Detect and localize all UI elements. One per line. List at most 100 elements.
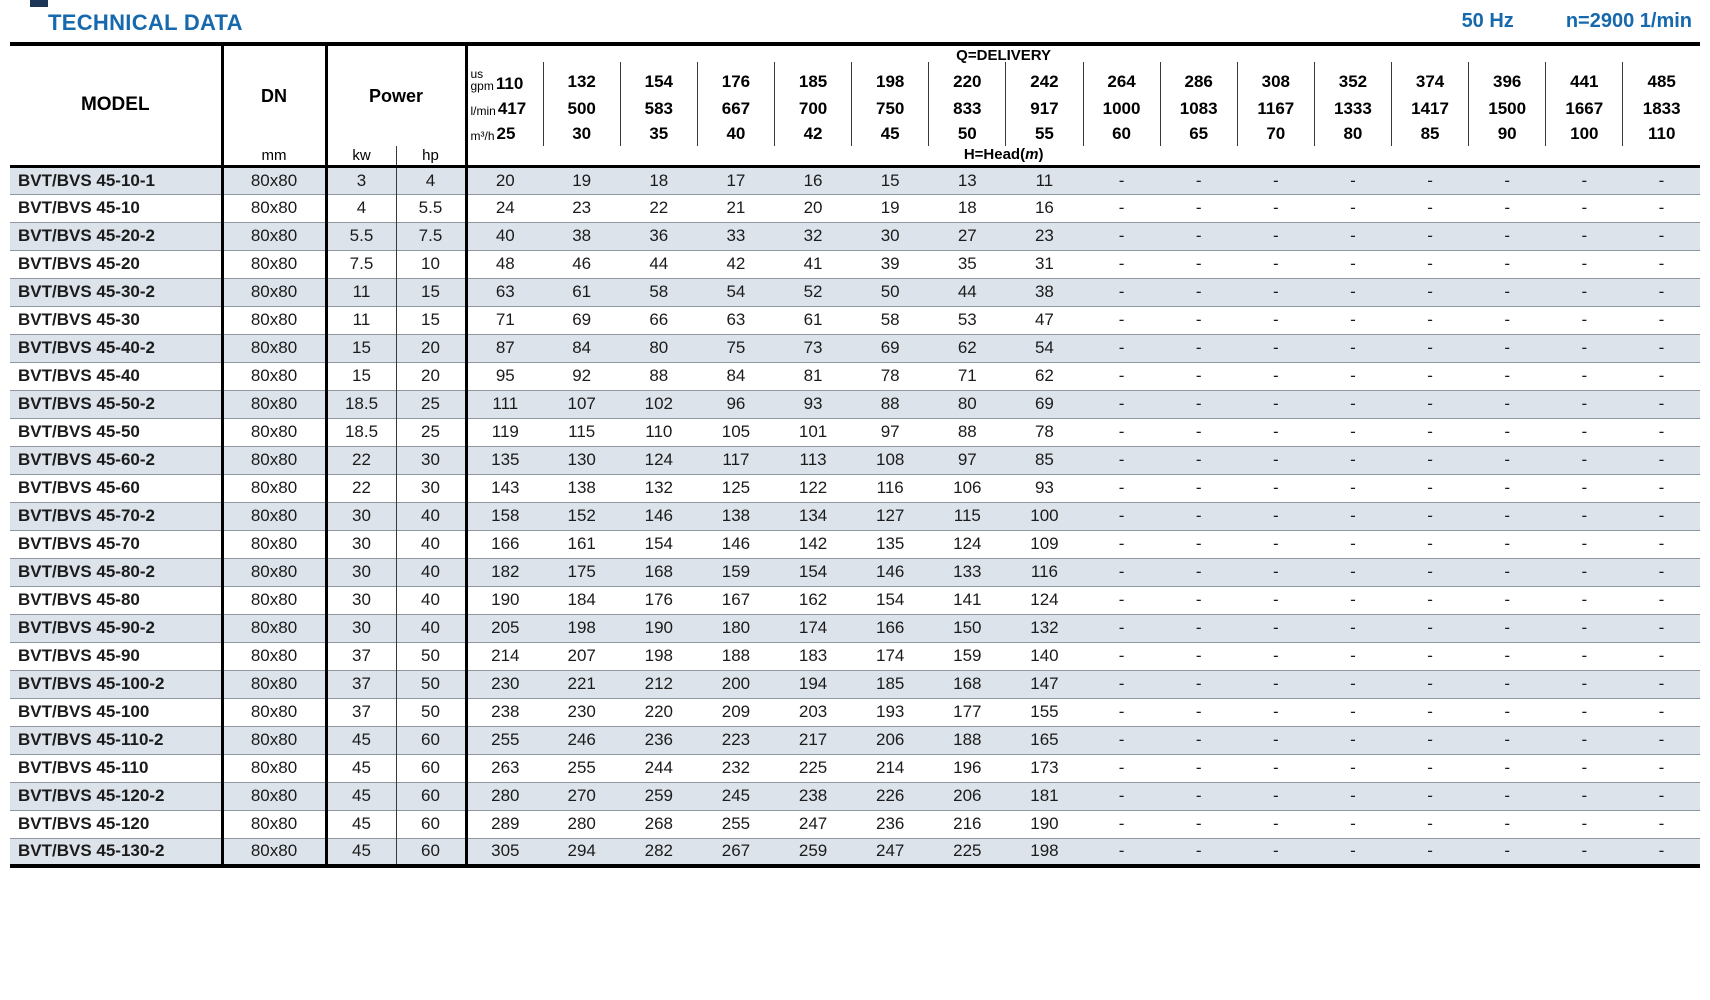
head-value-cell: - [1468, 473, 1546, 502]
flow-header-cell: 42 [773, 121, 852, 146]
flow-header-cell: 40 [696, 121, 775, 146]
head-value-cell: - [1622, 473, 1700, 502]
head-value-cell: 133 [928, 557, 1006, 586]
head-value-cell: 142 [774, 529, 852, 558]
head-value-cell: 132 [1005, 613, 1083, 642]
head-value-cell: - [1160, 165, 1238, 194]
head-value-cell: - [1160, 445, 1238, 474]
head-value-cell: 238 [464, 697, 544, 726]
head-value-cell: 280 [543, 809, 621, 838]
head-value-cell: 48 [464, 249, 544, 278]
head-value-cell: 19 [851, 193, 929, 222]
head-value-cell: 16 [1005, 193, 1083, 222]
head-value-cell: 81 [774, 361, 852, 390]
head-value-cell: 190 [1005, 809, 1083, 838]
flow-header-cell: 264 [1082, 62, 1161, 96]
head-value-cell: - [1314, 781, 1392, 810]
model-cell: BVT/BVS 45-90-2 [10, 613, 222, 642]
head-value-cell: - [1083, 389, 1161, 418]
table-row: BVT/BVS 45-120-2 80x80 45 60 280 270 259 245 238… [10, 781, 1700, 810]
table-row: BVT/BVS 45-110 80x80 45 60 263 255 244 232 225 21… [10, 753, 1700, 782]
head-value-cell: 44 [928, 277, 1006, 306]
head-value-cell: - [1622, 585, 1700, 614]
head-value-cell: - [1622, 725, 1700, 754]
head-value-cell: 223 [697, 725, 775, 754]
head-value-cell: 130 [543, 445, 621, 474]
head-value-cell: - [1237, 585, 1315, 614]
head-value-cell: - [1391, 249, 1469, 278]
head-value-cell: 305 [464, 837, 544, 866]
table-header: MODEL DN Power Q=DELIVERY us gpm 110 132 154… [10, 44, 1700, 168]
power-kw-cell: 15 [324, 333, 396, 362]
head-value-cell: - [1468, 613, 1546, 642]
head-value-cell: - [1314, 305, 1392, 334]
head-value-cell: 80 [620, 333, 698, 362]
dn-cell: 80x80 [220, 809, 326, 838]
head-value-cell: 111 [464, 389, 544, 418]
head-value-cell: 52 [774, 277, 852, 306]
head-value-cell: 108 [851, 445, 929, 474]
head-value-cell: 135 [851, 529, 929, 558]
head-value-cell: 27 [928, 221, 1006, 250]
head-value-cell: - [1391, 641, 1469, 670]
head-value-cell: - [1468, 389, 1546, 418]
head-value-cell: 116 [1005, 557, 1083, 586]
head-value-cell: - [1083, 249, 1161, 278]
speed-label: n=2900 1/min [1565, 10, 1692, 32]
power-kw-cell: 4 [324, 193, 396, 222]
head-value-cell: - [1083, 837, 1161, 866]
page-header: TECHNICAL DATA 50 Hz n=2900 1/min [0, 0, 1710, 42]
head-value-cell: 230 [464, 669, 544, 698]
head-value-cell: 31 [1005, 249, 1083, 278]
head-value-cell: 107 [543, 389, 621, 418]
head-value-cell: 280 [464, 781, 544, 810]
head-value-cell: - [1314, 221, 1392, 250]
head-value-cell: 93 [774, 389, 852, 418]
head-value-cell: 138 [697, 501, 775, 530]
dn-cell: 80x80 [220, 333, 326, 362]
head-value-cell: - [1545, 165, 1623, 194]
power-hp-cell: 30 [395, 445, 466, 474]
dn-cell: 80x80 [220, 473, 326, 502]
head-value-cell: 96 [697, 389, 775, 418]
head-value-cell: - [1468, 249, 1546, 278]
head-value-cell: 23 [1005, 221, 1083, 250]
head-value-cell: 119 [464, 417, 544, 446]
head-value-cell: 207 [543, 641, 621, 670]
head-value-cell: - [1622, 305, 1700, 334]
model-cell: BVT/BVS 45-80-2 [10, 557, 222, 586]
head-value-cell: 203 [774, 697, 852, 726]
flow-unit-label: l/min [470, 104, 496, 118]
flow-header-cell: 1417 [1390, 96, 1469, 121]
power-kw-cell: 30 [324, 501, 396, 530]
power-hp-cell: 15 [395, 277, 466, 306]
power-hp-cell: 60 [395, 781, 466, 810]
flow-header-cell: 70 [1236, 121, 1315, 146]
head-value-cell: 138 [543, 473, 621, 502]
head-value-cell: 190 [464, 585, 544, 614]
head-value-cell: - [1391, 473, 1469, 502]
head-value-cell: 62 [1005, 361, 1083, 390]
head-value-cell: - [1391, 501, 1469, 530]
head-value-cell: 30 [851, 221, 929, 250]
head-value-cell: 13 [928, 165, 1006, 194]
head-value-cell: 165 [1005, 725, 1083, 754]
flow-header-cell: 583 [619, 96, 698, 121]
head-value-cell: - [1237, 249, 1315, 278]
head-value-cell: - [1314, 277, 1392, 306]
flow-header-cell: 132 [542, 62, 621, 96]
dn-cell: 80x80 [220, 193, 326, 222]
head-value-cell: - [1160, 417, 1238, 446]
head-value-cell: 188 [697, 641, 775, 670]
head-value-cell: - [1083, 557, 1161, 586]
head-value-cell: - [1314, 809, 1392, 838]
table-row: BVT/BVS 45-130-2 80x80 45 60 305 294 282 267 259… [10, 837, 1700, 866]
head-value-cell: 101 [774, 417, 852, 446]
flow-header-cell: 1667 [1545, 96, 1623, 121]
flow-header-cell: 485 [1622, 62, 1700, 96]
head-value-cell: - [1468, 697, 1546, 726]
head-value-cell: 124 [1005, 585, 1083, 614]
flow-header-cell: 1083 [1159, 96, 1238, 121]
dn-cell: 80x80 [220, 529, 326, 558]
head-value-cell: 184 [543, 585, 621, 614]
